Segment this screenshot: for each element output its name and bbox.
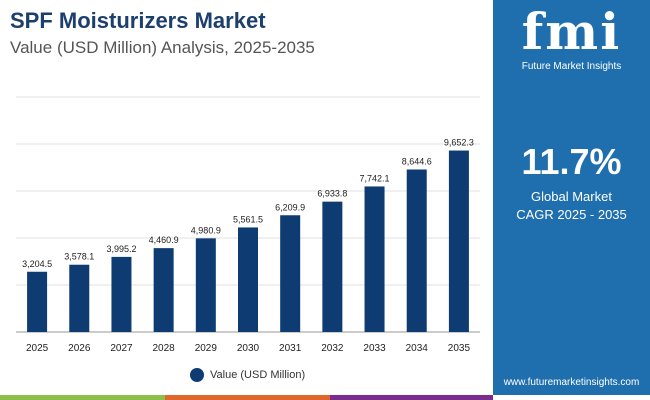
data-label: 7,742.1 xyxy=(360,173,390,183)
x-tick-label: 2026 xyxy=(68,343,91,354)
data-label: 4,460.9 xyxy=(149,235,179,245)
x-tick-label: 2031 xyxy=(279,343,302,354)
x-tick-label: 2025 xyxy=(26,343,49,354)
bar xyxy=(27,271,48,332)
cagr-period: CAGR 2025 - 2035 xyxy=(516,207,627,222)
bar xyxy=(69,264,90,332)
legend: Value (USD Million) xyxy=(190,368,305,382)
data-label: 6,933.8 xyxy=(317,189,347,199)
chart-subtitle: Value (USD Million) Analysis, 2025-2035 xyxy=(10,38,315,57)
bar xyxy=(448,150,469,332)
legend-label: Value (USD Million) xyxy=(210,369,306,381)
stripe-orange xyxy=(165,395,330,400)
bar xyxy=(238,227,258,332)
bar xyxy=(195,238,216,332)
bar xyxy=(406,169,427,332)
x-tick-label: 2032 xyxy=(321,343,344,354)
legend-swatch xyxy=(190,368,204,382)
side-panel: fmi Future Market Insights 11.7% Global … xyxy=(493,0,650,395)
x-tick-label: 2028 xyxy=(153,343,176,354)
bar xyxy=(111,256,132,332)
x-tick-label: 2029 xyxy=(195,343,218,354)
cagr-value: 11.7% xyxy=(521,141,622,182)
bar-chart: 3,204.5 2025 3,578.1 2026 3,995.2 2027 4,460.9… xyxy=(16,96,480,354)
chart-title: SPF Moisturizers Market xyxy=(10,8,266,33)
stripe-green xyxy=(0,395,165,400)
logo-subtitle: Future Market Insights xyxy=(521,61,622,72)
bar xyxy=(364,186,385,332)
data-label: 4,980.9 xyxy=(191,225,221,235)
data-label: 5,561.5 xyxy=(233,214,263,224)
x-tick-label: 2030 xyxy=(237,343,260,354)
data-label: 6,209.9 xyxy=(275,202,305,212)
x-tick-label: 2033 xyxy=(363,343,386,354)
data-label: 3,578.1 xyxy=(64,252,94,262)
stripe-purple xyxy=(330,395,493,400)
cagr-label: Global Market xyxy=(531,189,612,204)
x-tick-label: 2034 xyxy=(406,343,429,354)
website-link[interactable]: www.futuremarketinsights.com xyxy=(503,377,640,388)
fmi-logo: fmi xyxy=(521,2,622,61)
bar xyxy=(322,201,343,332)
x-tick-label: 2027 xyxy=(110,343,133,354)
data-label: 8,644.6 xyxy=(402,156,432,166)
x-tick-label: 2035 xyxy=(448,343,471,354)
data-label: 9,652.3 xyxy=(444,138,474,148)
data-label: 3,204.5 xyxy=(22,259,52,269)
data-label: 3,995.2 xyxy=(106,244,136,254)
bar xyxy=(153,248,174,332)
bar xyxy=(280,215,301,332)
